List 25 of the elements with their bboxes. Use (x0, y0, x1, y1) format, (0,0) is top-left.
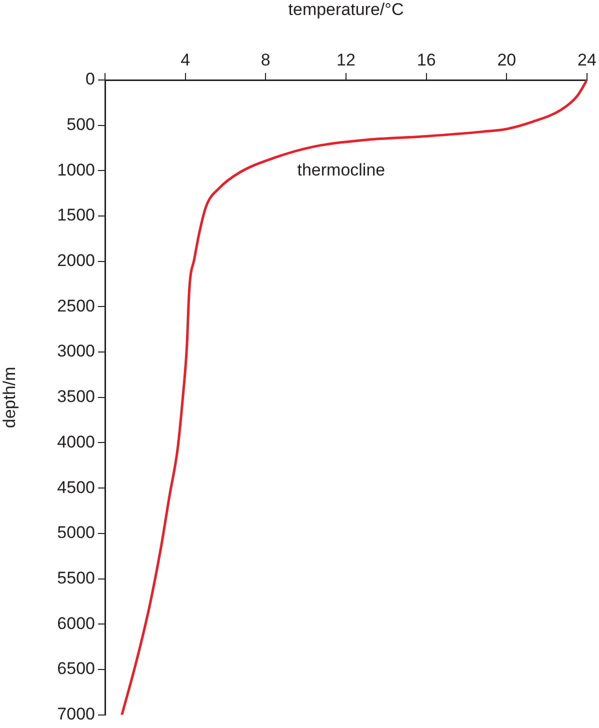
y-tick-label: 5000 (57, 523, 95, 542)
y-tick-label: 500 (66, 115, 95, 134)
y-tick-label: 4500 (57, 478, 95, 497)
y-tick-label: 6500 (57, 659, 95, 678)
y-tick-label: 1000 (57, 160, 95, 180)
y-tick-label: 1500 (57, 206, 95, 225)
y-tick-label: 5500 (57, 568, 95, 588)
y-tick-label: 7000 (57, 704, 95, 724)
y-tick-label: 2500 (57, 296, 95, 316)
annotation: thermocline (297, 160, 386, 180)
x-tick-label: 4 (180, 50, 190, 70)
x-axis-title: temperature/°C (288, 0, 404, 19)
line-series (120, 80, 587, 715)
y-tick-label: 3000 (57, 342, 95, 361)
y-tick-label: 3500 (57, 387, 95, 406)
x-tick-label: 8 (260, 50, 270, 70)
y-tick-label: 6000 (57, 614, 95, 633)
y-tick-label: 4000 (57, 432, 95, 452)
y-tick-label: 0 (86, 70, 95, 89)
x-tick-label: 16 (416, 50, 436, 70)
x-tick-label: 12 (336, 50, 356, 70)
x-tick-label: 20 (497, 50, 516, 70)
y-axis-title: depth/m (0, 366, 19, 428)
y-tick-label: 2000 (57, 251, 95, 270)
x-tick-label: 24 (578, 50, 596, 70)
